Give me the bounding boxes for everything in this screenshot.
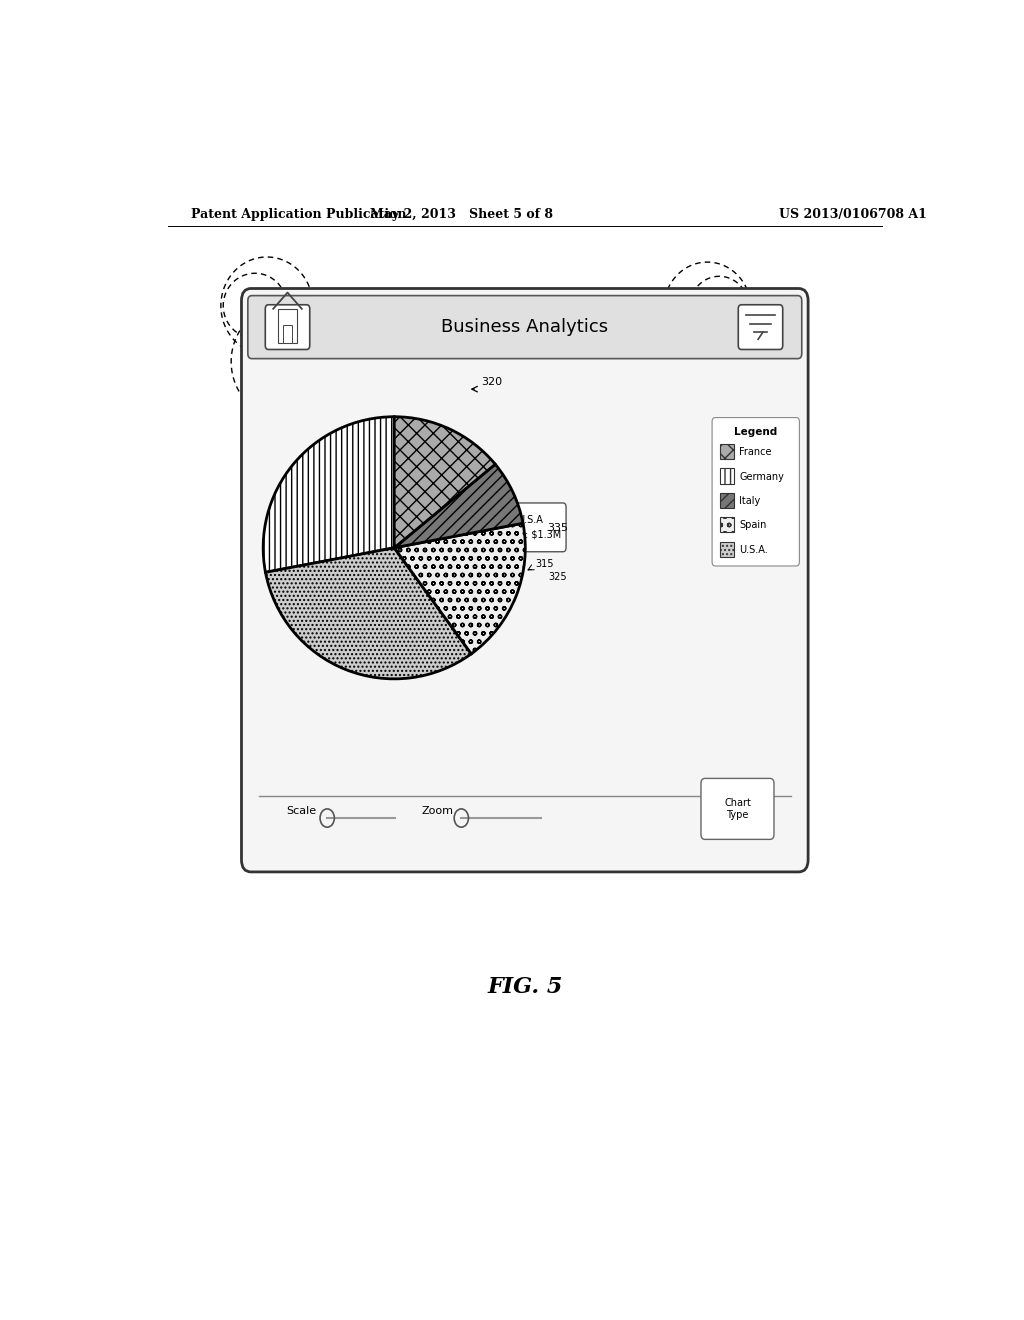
FancyBboxPatch shape: [720, 541, 734, 557]
Text: Scale: Scale: [287, 807, 316, 816]
Text: Sales: $.25M: Sales: $.25M: [351, 550, 414, 560]
Wedge shape: [265, 548, 471, 678]
Text: Patent Application Publication: Patent Application Publication: [191, 207, 407, 220]
Text: 330: 330: [441, 579, 463, 589]
FancyBboxPatch shape: [242, 289, 808, 873]
Text: Spain: Spain: [739, 520, 766, 531]
FancyBboxPatch shape: [738, 305, 782, 350]
FancyBboxPatch shape: [265, 305, 309, 350]
FancyBboxPatch shape: [248, 296, 802, 359]
Text: Zoom: Zoom: [422, 807, 454, 816]
Text: 325: 325: [549, 572, 567, 582]
FancyBboxPatch shape: [720, 469, 734, 483]
FancyBboxPatch shape: [701, 779, 774, 840]
Text: France: France: [739, 447, 771, 457]
Text: U.S.A.: U.S.A.: [739, 545, 768, 554]
Text: 335: 335: [547, 524, 568, 533]
Text: Chart
Type: Chart Type: [724, 799, 751, 820]
Text: Italy: Italy: [739, 496, 761, 506]
Wedge shape: [263, 417, 394, 573]
FancyBboxPatch shape: [720, 517, 734, 532]
Text: Legend: Legend: [734, 426, 777, 437]
Wedge shape: [394, 523, 525, 653]
Text: Business Analytics: Business Analytics: [441, 318, 608, 337]
Text: 315: 315: [536, 558, 554, 569]
Bar: [278, 309, 297, 343]
Text: May 2, 2013   Sheet 5 of 8: May 2, 2013 Sheet 5 of 8: [370, 207, 553, 220]
Text: Germany: Germany: [739, 471, 784, 482]
FancyBboxPatch shape: [347, 523, 419, 572]
FancyBboxPatch shape: [495, 503, 566, 552]
Wedge shape: [394, 417, 496, 548]
Text: 310: 310: [299, 620, 366, 631]
Text: Sales: $1.3M: Sales: $1.3M: [500, 529, 561, 540]
Bar: [283, 325, 292, 343]
Text: 345: 345: [390, 455, 411, 466]
Wedge shape: [394, 465, 523, 548]
Text: U.S.A: U.S.A: [517, 515, 544, 525]
FancyBboxPatch shape: [712, 417, 800, 566]
Text: 320: 320: [481, 378, 503, 387]
Text: 355: 355: [386, 545, 407, 554]
Text: Italy: Italy: [372, 536, 393, 545]
FancyBboxPatch shape: [720, 492, 734, 508]
FancyBboxPatch shape: [720, 444, 734, 459]
Text: 350: 350: [450, 521, 470, 532]
Text: 340: 340: [422, 502, 442, 511]
Text: US 2013/0106708 A1: US 2013/0106708 A1: [778, 207, 927, 220]
Text: FIG. 5: FIG. 5: [487, 975, 562, 998]
